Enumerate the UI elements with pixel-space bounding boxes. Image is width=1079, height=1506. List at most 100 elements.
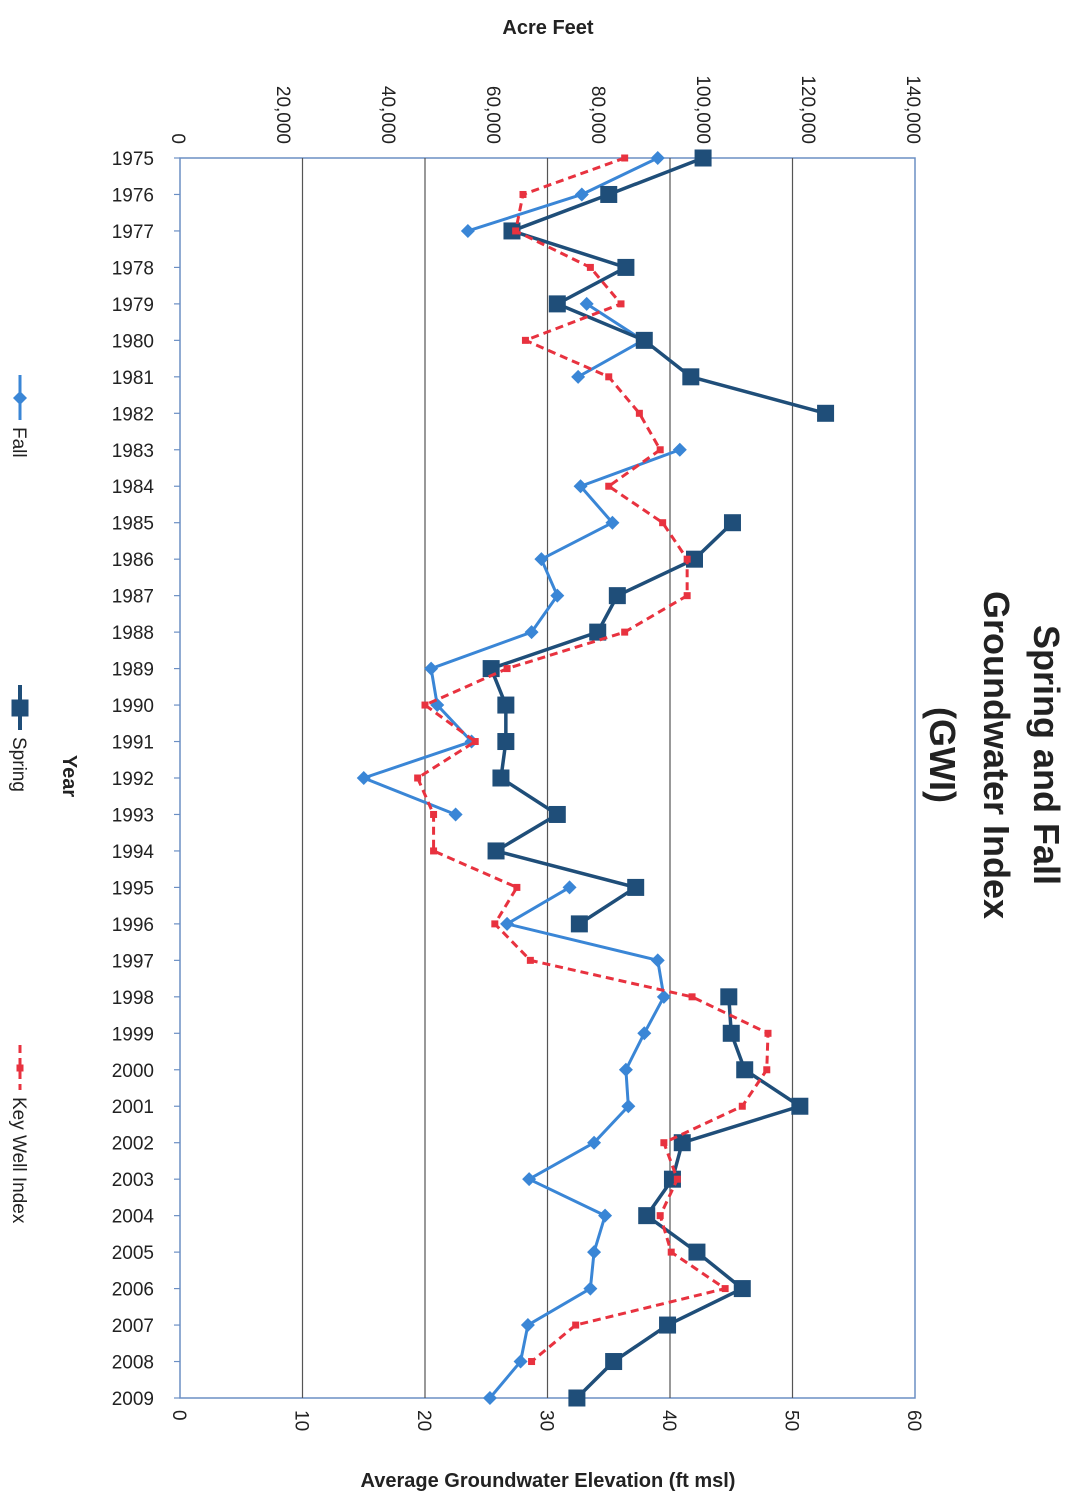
legend-fall-label: Fall [8, 427, 29, 458]
series-fall-point [521, 1318, 535, 1332]
series-key-well-index-point [674, 1176, 681, 1183]
year-tick-label: 2000 [112, 1061, 154, 1082]
series-key-well-index-point [657, 1212, 664, 1219]
series-key-well-index-point [527, 957, 534, 964]
series-spring-point [492, 770, 509, 787]
year-tick-label: 2001 [112, 1097, 154, 1118]
series-spring-point [609, 587, 626, 604]
year-tick-label: 1998 [112, 988, 154, 1009]
series-key-well-index-line [418, 158, 768, 1362]
series-fall-point [651, 953, 665, 967]
year-tick-label: 1997 [112, 951, 154, 972]
series-spring-point [549, 295, 566, 312]
series-key-well-index-point [430, 847, 437, 854]
series-spring-point [688, 1244, 705, 1261]
series-spring-point [736, 1061, 753, 1078]
series-spring-point [682, 368, 699, 385]
year-tick-label: 1976 [112, 185, 154, 206]
series-spring-point [600, 186, 617, 203]
series-key-well-index-point [522, 337, 529, 344]
series-spring-line [491, 523, 732, 924]
elevation-axis-label: Average Groundwater Elevation (ft msl) [361, 1470, 736, 1492]
series-spring-point [605, 1353, 622, 1370]
series-key-well-index-point [414, 775, 421, 782]
chart-title-line-3: (GWI) [922, 707, 963, 803]
series-key-well-index-point [422, 702, 429, 709]
year-tick-label: 1978 [112, 258, 154, 279]
series-key-well-index-point [689, 993, 696, 1000]
acre-feet-tick-label: 120,000 [797, 75, 818, 144]
year-tick-label: 2002 [112, 1134, 154, 1155]
legend-spring-marker [12, 700, 29, 717]
series-fall-line [364, 450, 680, 815]
acre-feet-tick-label: 60,000 [482, 86, 503, 144]
series-key-well-index-point [636, 410, 643, 417]
series-key-well-index-point [659, 519, 666, 526]
series-fall-point [637, 1026, 651, 1040]
series-fall-point [673, 443, 687, 457]
legend-fall-marker [13, 391, 27, 405]
series-fall-point [571, 370, 585, 384]
series-spring-point [568, 1390, 585, 1407]
acre-feet-axis-label: Acre Feet [502, 17, 593, 39]
series-spring-point [549, 806, 566, 823]
series-spring-point [791, 1098, 808, 1115]
acre-feet-tick-label: 20,000 [272, 86, 293, 144]
series-key-well-index-point [605, 373, 612, 380]
series-spring-point [627, 879, 644, 896]
series-key-well-index-point [572, 1322, 579, 1329]
series-key-well-index-point [657, 446, 664, 453]
series-key-well-index-point [739, 1103, 746, 1110]
elevation-tick-label: 30 [536, 1410, 557, 1431]
elevation-tick-label: 40 [658, 1410, 679, 1431]
series-key-well-index-point [763, 1066, 770, 1073]
year-tick-label: 1994 [112, 842, 155, 863]
year-tick-label: 2009 [112, 1389, 154, 1410]
series-fall-point [651, 151, 665, 165]
series-spring-point [734, 1280, 751, 1297]
series-key-well-index-point [621, 155, 628, 162]
series-fall-point [619, 1063, 633, 1077]
series-key-well-index-point [618, 300, 625, 307]
series-key-well-index-point [430, 811, 437, 818]
series-fall-point [500, 917, 514, 931]
series-fall-point [357, 771, 371, 785]
series-key-well-index-point [513, 884, 520, 891]
series-spring-point [497, 733, 514, 750]
acre-feet-tick-label: 40,000 [377, 86, 398, 144]
series-spring-point [497, 697, 514, 714]
series-fall-point [587, 1245, 601, 1259]
legend-spring-label: Spring [8, 737, 29, 792]
year-tick-label: 1991 [112, 733, 154, 754]
series-spring-point [488, 842, 505, 859]
series-spring-point [617, 259, 634, 276]
plot-area: 0 10 20 30 40 50 60 0 20,000 40,000 60,000 80,000 10… [112, 75, 924, 1431]
series-spring-point [817, 405, 834, 422]
year-tick-label: 2003 [112, 1170, 154, 1191]
year-tick-label: 1985 [112, 514, 154, 535]
year-tick-label: 1988 [112, 623, 154, 644]
series-spring-point [724, 514, 741, 531]
series-fall-line [490, 887, 664, 1398]
series-spring-point [636, 332, 653, 349]
series-key-well-index-point [605, 483, 612, 490]
year-tick-label: 2007 [112, 1316, 154, 1337]
year-tick-label: 1993 [112, 805, 154, 826]
series-key-well-index-point [528, 1358, 535, 1365]
acre-feet-tick-label: 0 [167, 133, 188, 144]
year-tick-label: 1983 [112, 441, 154, 462]
series-key-well-index-point [587, 264, 594, 271]
series-spring-point [571, 915, 588, 932]
year-tick-label: 1990 [112, 696, 154, 717]
elevation-tick-label: 20 [413, 1410, 434, 1431]
year-tick-label: 1975 [112, 149, 154, 170]
series-spring-point [695, 150, 712, 167]
series-fall-point [449, 807, 463, 821]
series-key-well-index-point [504, 665, 511, 672]
year-tick-label: 1982 [112, 404, 154, 425]
series-key-well-index-point [491, 920, 498, 927]
year-tick-label: 1999 [112, 1024, 154, 1045]
year-tick-label: 2008 [112, 1353, 154, 1374]
